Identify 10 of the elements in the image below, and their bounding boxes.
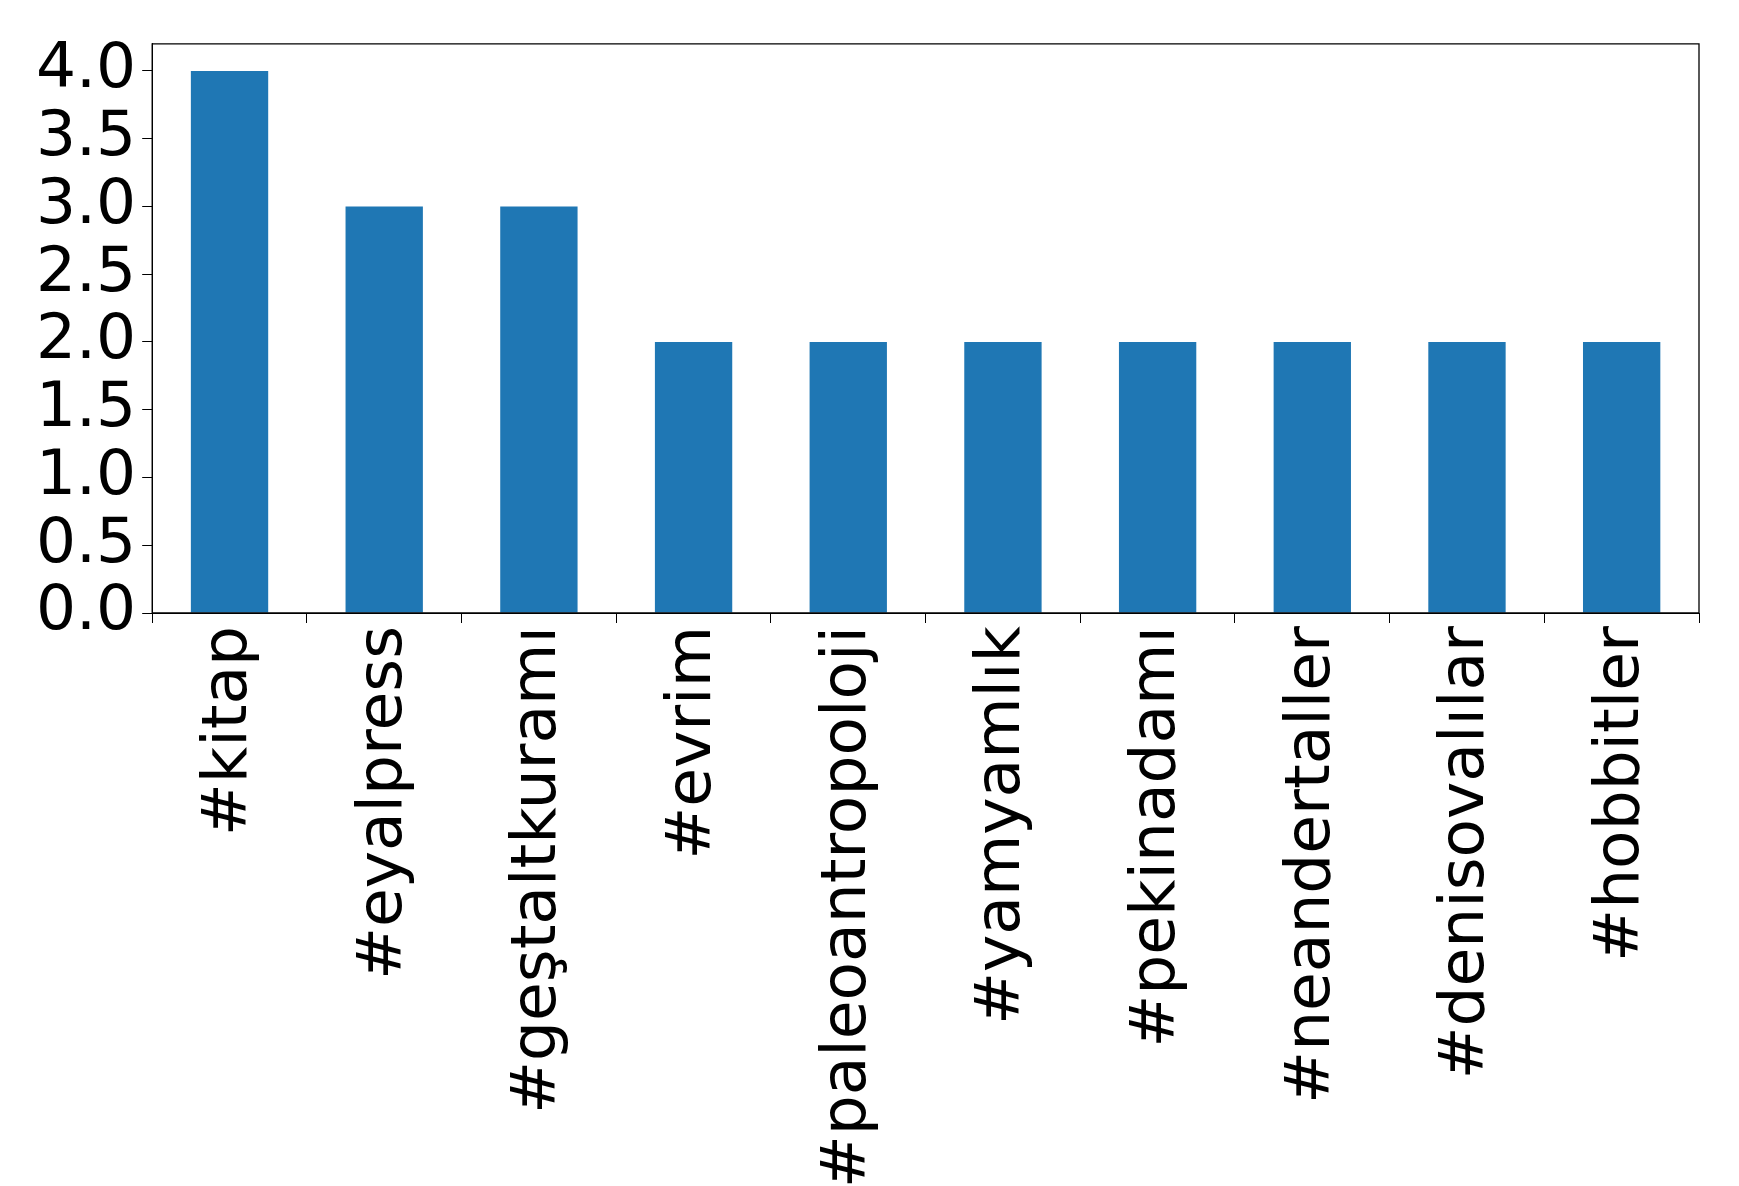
x-tick-label: #evrim	[651, 626, 725, 860]
x-tick-label: #neandertaller	[1270, 625, 1344, 1104]
x-tick-label: #paleoantropoloji	[806, 626, 880, 1186]
x-tick-label: #eyalpress	[342, 626, 416, 980]
x-tick-label: #kitap	[187, 626, 261, 837]
x-tick-label: #denisovalılar	[1425, 625, 1499, 1080]
x-tick-label: #hobbitler	[1580, 625, 1654, 962]
x-tick-label: #pekinadamı	[1115, 626, 1189, 1048]
x-tick-label: #yamyamlık	[961, 625, 1035, 1025]
x-tick-label: #geştaltkuramı	[497, 626, 571, 1114]
